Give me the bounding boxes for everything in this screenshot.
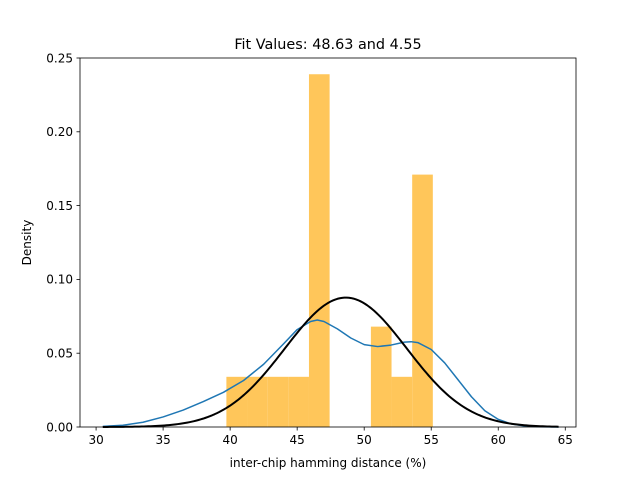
x-tick-label: 35: [155, 433, 170, 447]
chart-title: Fit Values: 48.63 and 4.55: [234, 37, 421, 53]
y-tick-label: 0.05: [46, 347, 73, 361]
y-tick-label: 0.00: [46, 420, 73, 434]
y-axis-label: Density: [20, 220, 34, 266]
series-lines: [102, 296, 559, 428]
normal-fit-line: [102, 296, 559, 428]
y-tick-label: 0.15: [46, 199, 73, 213]
histogram-bar: [267, 376, 289, 427]
histogram-bar: [247, 376, 268, 427]
x-tick-label: 65: [558, 433, 573, 447]
y-tick-label: 0.20: [46, 125, 73, 139]
y-tick-label: 0.10: [46, 273, 73, 287]
y-tick-label: 0.25: [46, 51, 73, 65]
x-axis-ticks: 30 35 40 45 50 55 60 65: [88, 427, 573, 447]
histogram-bar: [370, 326, 392, 427]
x-axis-label: inter-chip hamming distance (%): [230, 456, 427, 470]
kde-line: [102, 319, 559, 428]
x-tick-label: 50: [357, 433, 372, 447]
histogram-bar: [412, 174, 433, 427]
histogram-bar: [288, 376, 309, 427]
x-tick-label: 60: [491, 433, 506, 447]
axes-frame: [79, 57, 577, 428]
x-tick-label: 30: [88, 433, 103, 447]
y-axis-ticks: 0.00 0.05 0.10 0.15 0.20 0.25: [46, 51, 80, 434]
histogram-bar: [391, 376, 413, 427]
histogram-bars: [226, 74, 433, 428]
x-tick-label: 55: [424, 433, 439, 447]
x-tick-label: 45: [290, 433, 305, 447]
histogram-bar: [308, 74, 330, 428]
x-tick-label: 40: [222, 433, 237, 447]
